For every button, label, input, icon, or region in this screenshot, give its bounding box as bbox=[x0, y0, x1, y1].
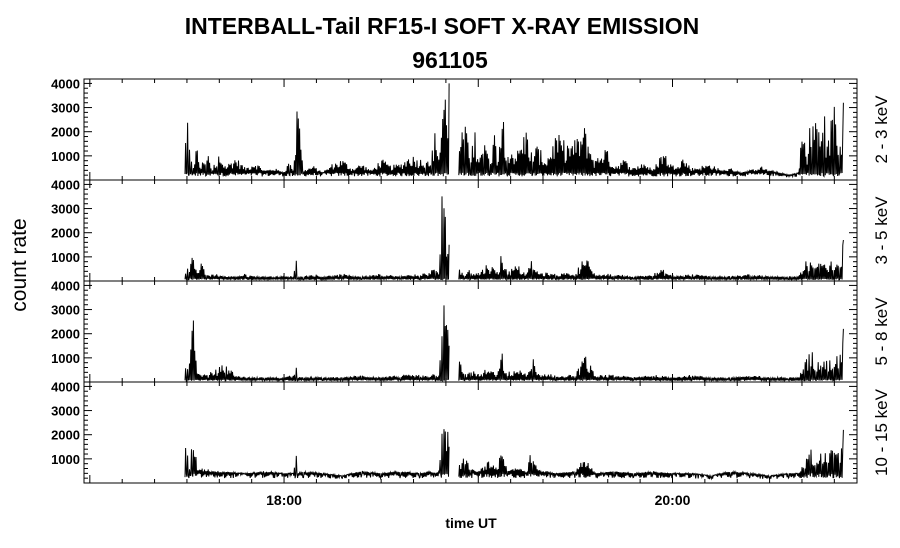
y-tick-label: 2000 bbox=[51, 428, 80, 443]
x-axis-label: time UT bbox=[445, 515, 497, 531]
panel: 1000 2000 3000 4000 3 - 5 keV bbox=[51, 177, 891, 282]
panel-frame bbox=[83, 280, 858, 383]
y-axis-label: count rate bbox=[8, 218, 31, 311]
y-tick-label: 4000 bbox=[51, 379, 80, 394]
series-line bbox=[458, 328, 844, 383]
y-tick-label: 1000 bbox=[51, 452, 80, 467]
series-line bbox=[458, 429, 844, 481]
y-tick-label: 3000 bbox=[51, 202, 80, 217]
series-line bbox=[184, 83, 450, 177]
y-tick-label: 3000 bbox=[51, 101, 80, 116]
chart-title: INTERBALL-Tail RF15-I SOFT X-RAY EMISSIO… bbox=[185, 13, 700, 39]
series-line bbox=[184, 305, 450, 383]
panel-frame bbox=[83, 179, 858, 282]
series-line bbox=[184, 196, 450, 282]
y-tick-label: 4000 bbox=[51, 278, 80, 293]
y-tick-label: 2000 bbox=[51, 226, 80, 241]
y-tick-label: 1000 bbox=[51, 250, 80, 265]
x-tick-label: 20:00 bbox=[655, 492, 691, 508]
panel: 1000 2000 3000 4000 2 - 3 keV bbox=[51, 76, 891, 181]
y-tick-label: 4000 bbox=[51, 177, 80, 192]
panel: 1000 2000 3000 4000 10 - 15 keV 18:00 20:00 bbox=[51, 379, 891, 508]
series-line bbox=[458, 102, 844, 179]
panel: 1000 2000 3000 4000 5 - 8 keV bbox=[51, 278, 891, 383]
y-tick-label: 2000 bbox=[51, 327, 80, 342]
channel-label: 3 - 5 keV bbox=[872, 196, 891, 265]
chart-subtitle: 961105 bbox=[412, 47, 488, 73]
y-tick-label: 4000 bbox=[51, 76, 80, 91]
channel-label: 5 - 8 keV bbox=[872, 297, 891, 366]
channel-label: 2 - 3 keV bbox=[872, 95, 891, 164]
panel-frame bbox=[83, 381, 858, 484]
y-tick-label: 3000 bbox=[51, 404, 80, 419]
y-tick-label: 1000 bbox=[51, 351, 80, 366]
y-tick-label: 3000 bbox=[51, 303, 80, 318]
y-tick-label: 1000 bbox=[51, 149, 80, 164]
y-tick-label: 2000 bbox=[51, 125, 80, 140]
series-line bbox=[184, 429, 450, 480]
x-tick-label: 18:00 bbox=[266, 492, 302, 508]
channel-label: 10 - 15 keV bbox=[872, 388, 891, 476]
panels: 1000 2000 3000 4000 2 - 3 keV 1000 2000 3000 400… bbox=[51, 76, 891, 508]
series-line bbox=[458, 239, 844, 282]
